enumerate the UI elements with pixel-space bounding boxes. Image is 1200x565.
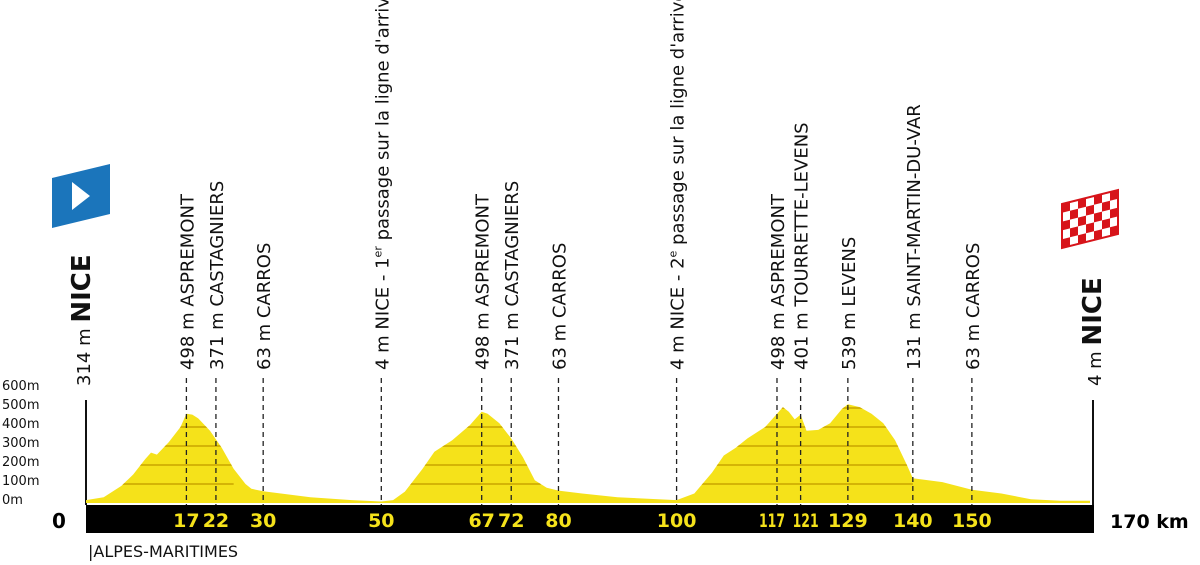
climb-label: 498 m ASPREMONT [768, 193, 789, 370]
label-text: 131 m SAINT-MARTIN-DU-VAR [904, 104, 925, 370]
label-text: 371 m CASTAGNIERS [502, 181, 523, 370]
climb-label: 63 m CARROS [254, 243, 275, 370]
label-superscript: er [371, 246, 384, 258]
flag-check [1086, 222, 1094, 234]
place-name: NICE [67, 254, 97, 322]
label-text: 401 m TOURRETTE-LEVENS [792, 122, 813, 370]
region-label: |ALPES-MARITIMES [88, 542, 238, 561]
km-label: 129 [828, 510, 868, 532]
climb-label: 63 m CARROS [963, 243, 984, 370]
km-start-label: 0 [52, 509, 66, 533]
climb-label: 4 m NICE - 2e passage sur la ligne d'arr… [667, 0, 689, 370]
y-tick-label: 500m [2, 398, 39, 413]
y-tick-label: 600m [2, 379, 39, 394]
km-label: 50 [368, 510, 394, 532]
flag-check [1110, 207, 1118, 219]
flag-check [1062, 219, 1070, 231]
play-triangle-icon [72, 182, 90, 210]
climb-label: 401 m TOURRETTE-LEVENS [792, 122, 813, 370]
label-text: 498 m ASPREMONT [177, 193, 198, 370]
km-label: 17 [173, 510, 199, 532]
flag-check [1078, 215, 1086, 227]
flag-check [1102, 218, 1110, 230]
flag-check [1078, 233, 1086, 244]
label-superscript: e [667, 250, 680, 257]
flag-check [1110, 225, 1118, 236]
label-text-suffix: passage sur la ligne d'arrivée [668, 0, 689, 251]
y-tick-label: 100m [2, 474, 39, 489]
label-text: 4 m NICE - 1 [372, 257, 393, 370]
label-text: 498 m ASPREMONT [473, 193, 494, 370]
start-label: 314 m NICE [67, 254, 97, 386]
km-label: 140 [893, 510, 933, 532]
km-label: 150 [952, 510, 992, 532]
km-label: 100 [657, 510, 697, 532]
climb-label: 539 m LEVENS [839, 237, 860, 370]
finish-label: 4 m NICE [1078, 277, 1108, 386]
elevation-profile [86, 404, 1090, 503]
label-text: 63 m CARROS [254, 243, 275, 370]
climb-label: 498 m ASPREMONT [473, 193, 494, 370]
flag-check [1094, 211, 1102, 223]
label-text: 63 m CARROS [549, 243, 570, 370]
km-end-label: 170 km [1110, 511, 1189, 533]
label-text: 63 m CARROS [963, 243, 984, 370]
km-label: 72 [498, 510, 524, 532]
label-text: 4 m NICE - 2 [668, 257, 689, 370]
climb-label: 371 m CASTAGNIERS [502, 181, 523, 370]
y-tick-label: 400m [2, 417, 39, 432]
km-label: 121 [793, 510, 819, 532]
flag-check [1062, 202, 1070, 213]
climb-label: 4 m NICE - 1er passage sur la ligne d'ar… [371, 0, 393, 370]
place-elevation: 4 m [1085, 346, 1106, 386]
y-tick-label: 0m [2, 493, 23, 508]
label-text: 371 m CASTAGNIERS [207, 181, 228, 370]
flag-check [1094, 229, 1102, 240]
climb-label: 498 m ASPREMONT [177, 193, 198, 370]
flag-check [1070, 226, 1078, 238]
place-elevation: 314 m [74, 323, 95, 386]
km-label: 117 [759, 510, 785, 532]
label-text: 539 m LEVENS [839, 237, 860, 370]
flag-check [1070, 208, 1078, 220]
y-tick-label: 300m [2, 436, 39, 451]
km-label: 67 [468, 510, 494, 532]
place-name: NICE [1078, 277, 1108, 345]
km-bar [86, 505, 1094, 533]
label-text-suffix: passage sur la ligne d'arrivée [372, 0, 393, 246]
km-label: 80 [545, 510, 571, 532]
flag-check [1110, 190, 1118, 201]
flag-check [1094, 194, 1102, 205]
climb-label: 131 m SAINT-MARTIN-DU-VAR [904, 104, 925, 370]
label-text: 498 m ASPREMONT [768, 193, 789, 370]
flag-check [1102, 200, 1110, 212]
km-label: 30 [250, 510, 276, 532]
flag-check [1062, 237, 1070, 248]
climb-label: 371 m CASTAGNIERS [207, 181, 228, 370]
km-label: 22 [203, 510, 229, 532]
y-tick-label: 200m [2, 455, 39, 470]
flag-check [1078, 198, 1086, 209]
finish-flag-icon [1061, 188, 1119, 250]
climb-label: 63 m CARROS [549, 243, 570, 370]
flag-check [1086, 204, 1094, 216]
